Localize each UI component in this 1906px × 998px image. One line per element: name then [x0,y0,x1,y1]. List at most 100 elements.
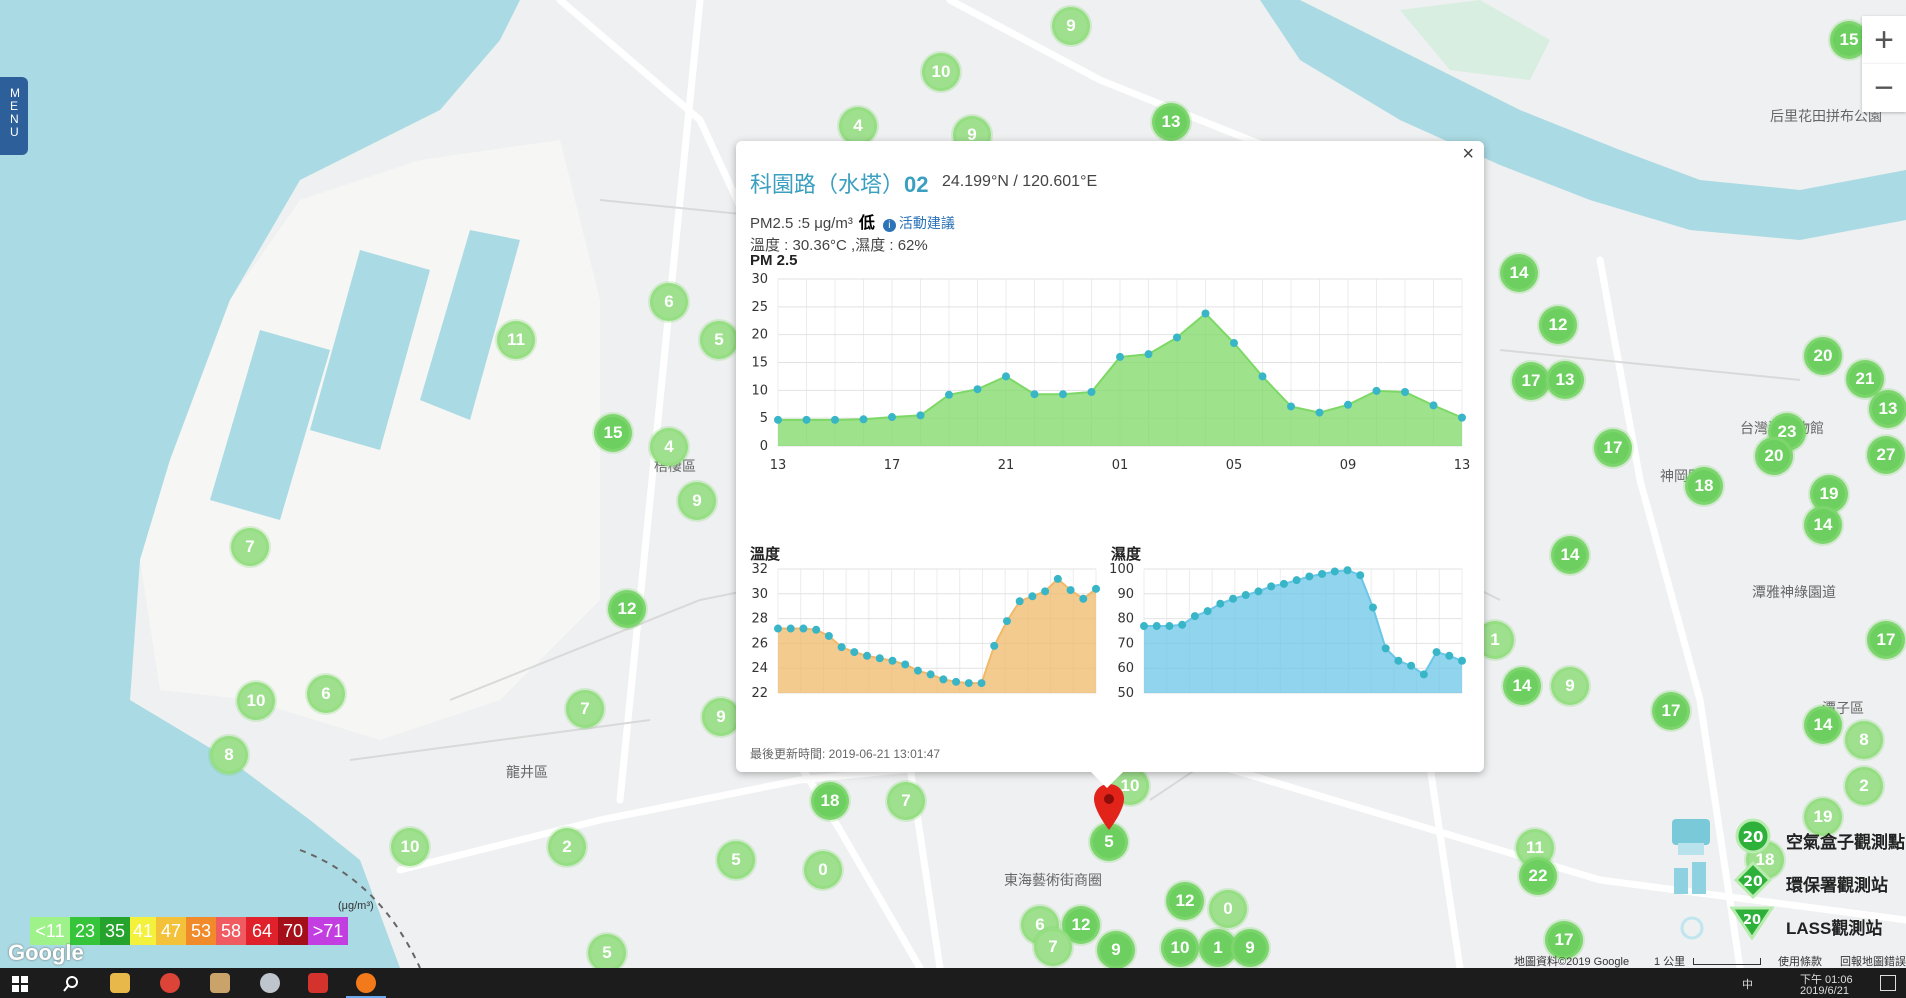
sensor-marker[interactable]: 18 [1685,467,1723,505]
menu-button[interactable]: MENU [0,77,28,155]
sensor-marker[interactable]: 22 [1519,857,1557,895]
sensor-marker[interactable]: 18 [811,782,849,820]
sensor-marker[interactable]: 12 [1166,882,1204,920]
sensor-marker[interactable]: 14 [1804,506,1842,544]
sensor-marker[interactable]: 9 [1231,929,1269,967]
y-tick-label: 60 [1117,661,1134,676]
ime-indicator[interactable]: 中 [1742,979,1753,991]
sensor-marker[interactable]: 13 [1869,390,1906,428]
x-tick-label: 21 [998,458,1015,473]
sensor-marker[interactable]: 14 [1551,536,1589,574]
svg-text:20: 20 [1743,874,1763,890]
info-icon[interactable]: i [882,219,896,232]
data-point [1079,594,1088,603]
temperature-chart: 22 24 26 28 30 32 [751,562,1100,701]
map-canvas[interactable]: 梧棲區 龍井區 東海藝術街商圈 神岡區 潭雅神綠園道 潭子區 后里花田拼布公園 … [0,0,1906,968]
data-point [901,660,910,669]
zoom-out-button[interactable]: − [1862,64,1906,112]
map-label-donghai: 東海藝術街商圈 [1004,872,1102,888]
active-app-indicator [346,996,386,998]
sensor-marker[interactable]: 5 [717,841,755,879]
sensor-marker[interactable]: 5 [588,934,626,968]
sensor-marker[interactable]: 17 [1512,362,1550,400]
app-icon-2[interactable] [260,973,280,993]
sensor-marker[interactable]: 20 [1804,337,1842,375]
sensor-marker[interactable]: 2 [1845,767,1883,805]
sensor-marker[interactable]: 7 [231,528,269,566]
y-tick-label: 10 [751,383,768,398]
data-point [1458,656,1466,665]
close-icon[interactable]: × [1462,143,1474,165]
sensor-marker[interactable]: 21 [1846,360,1884,398]
sensor-marker[interactable]: 10 [922,53,960,91]
sensor-marker[interactable]: 10 [1161,929,1199,967]
sensor-marker[interactable]: 10 [391,828,429,866]
data-point [945,390,953,399]
sensor-marker[interactable]: 12 [608,590,646,628]
sensor-marker[interactable]: 0 [1209,890,1247,928]
sensor-marker[interactable]: 4 [839,107,877,145]
y-tick-label: 50 [1117,686,1134,701]
clock-date[interactable]: 2019/6/21 [1800,985,1849,997]
sensor-marker[interactable]: 10 [237,682,275,720]
sensor-marker[interactable]: 17 [1545,921,1583,959]
sensor-marker[interactable]: 11 [497,321,535,359]
notification-icon[interactable] [1880,975,1896,991]
svg-text:20: 20 [1743,828,1764,846]
sensor-marker[interactable]: 4 [650,428,688,466]
sensor-marker[interactable]: 9 [1052,7,1090,45]
sensor-marker[interactable]: 7 [1034,928,1072,966]
sensor-marker[interactable]: 15 [594,414,632,452]
data-point [831,415,839,424]
sensor-marker[interactable]: 17 [1867,621,1905,659]
sensor-marker[interactable]: 2 [548,828,586,866]
y-tick-label: 80 [1117,612,1134,627]
sensor-marker[interactable]: 19 [1804,798,1842,836]
zoom-in-button[interactable]: + [1862,16,1906,64]
terms-link[interactable]: 使用條款 [1778,956,1822,968]
sensor-marker[interactable]: 14 [1503,667,1541,705]
firefox-icon[interactable] [356,973,376,993]
sensor-marker[interactable]: 8 [1845,721,1883,759]
chrome-icon[interactable] [160,973,180,993]
sensor-marker[interactable]: 8 [210,736,248,774]
sensor-marker[interactable]: 27 [1867,436,1905,474]
sensor-marker[interactable]: 13 [1152,103,1190,141]
sensor-marker[interactable]: 9 [1551,667,1589,705]
data-point [964,679,973,688]
data-point [824,631,833,640]
sensor-marker[interactable]: 13 [1546,361,1584,399]
data-point [1229,594,1238,603]
sensor-marker[interactable]: 14 [1804,706,1842,744]
data-point [1343,566,1352,575]
app-icon[interactable] [210,973,230,993]
y-tick-label: 26 [751,636,768,651]
sensor-marker[interactable]: 9 [1097,931,1135,968]
data-point [1318,569,1327,578]
y-tick-label: 0 [760,439,768,454]
sensor-marker[interactable]: 6 [650,283,688,321]
activity-advice-link[interactable]: 活動建議 [898,215,955,231]
sensor-marker[interactable]: 6 [307,675,345,713]
location-pin-icon[interactable] [1093,784,1125,830]
app-icon-3[interactable] [308,973,328,993]
sensor-marker[interactable]: 14 [1500,254,1538,292]
sensor-marker[interactable]: 17 [1652,692,1690,730]
clock-time[interactable]: 下午 01:06 [1800,974,1853,986]
sensor-marker[interactable]: 20 [1755,437,1793,475]
sensor-marker[interactable]: 9 [678,482,716,520]
y-tick-label: 32 [751,562,768,577]
sensor-marker[interactable]: 7 [887,782,925,820]
report-error-link[interactable]: 回報地圖錯誤 [1840,956,1906,968]
search-icon[interactable] [62,975,80,993]
sensor-marker[interactable]: 7 [566,690,604,728]
file-explorer-icon[interactable] [110,973,130,993]
sensor-marker[interactable]: 5 [700,321,738,359]
windows-start-icon[interactable] [12,976,28,992]
sensor-marker[interactable]: 9 [702,698,740,736]
sensor-marker[interactable]: 0 [804,851,842,889]
station-coords: 24.199°N / 120.601°E [942,173,1098,190]
sensor-marker[interactable]: 12 [1539,306,1577,344]
sensor-marker[interactable]: 17 [1594,429,1632,467]
data-point [812,625,821,634]
